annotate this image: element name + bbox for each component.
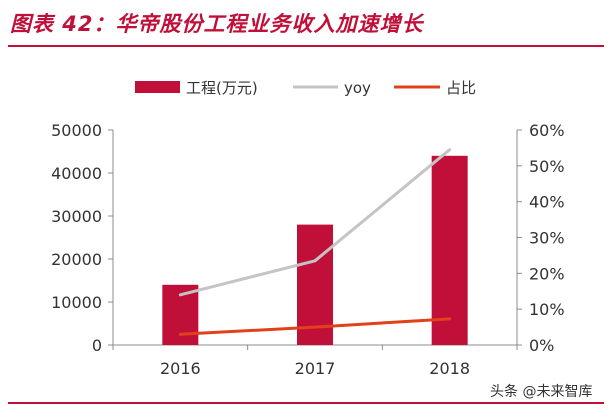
bottom-divider	[8, 402, 604, 404]
x-tick-label: 2017	[295, 359, 336, 378]
y-right-tick-label: 40%	[529, 193, 565, 212]
legend-swatch-bar	[135, 81, 180, 93]
y-left-tick-label: 50000	[51, 121, 102, 140]
watermark: 头条 @未来智库	[490, 384, 593, 400]
y-left-tick-label: 10000	[51, 293, 102, 312]
y-right-tick-label: 0%	[529, 336, 554, 355]
x-tick-label: 2018	[429, 359, 470, 378]
bar-2018	[431, 155, 468, 345]
y-left-tick-label: 20000	[51, 250, 102, 269]
y-left-tick-label: 0	[92, 336, 102, 355]
legend-label-bar: 工程(万元)	[186, 79, 258, 97]
y-right-tick-label: 30%	[529, 229, 565, 248]
y-right-tick-label: 20%	[529, 264, 565, 283]
page-title: 图表 42：华帝股份工程业务收入加速增长	[10, 12, 424, 36]
legend-label-share: 占比	[446, 79, 476, 97]
y-right-tick-label: 60%	[529, 121, 565, 140]
y-right-tick-label: 10%	[529, 300, 565, 319]
y-left-tick-label: 30000	[51, 207, 102, 226]
title-divider	[8, 45, 604, 47]
x-tick-label: 2016	[160, 359, 201, 378]
y-left-tick-label: 40000	[51, 164, 102, 183]
y-right-tick-label: 50%	[529, 157, 565, 176]
legend-label-yoy: yoy	[344, 79, 371, 97]
